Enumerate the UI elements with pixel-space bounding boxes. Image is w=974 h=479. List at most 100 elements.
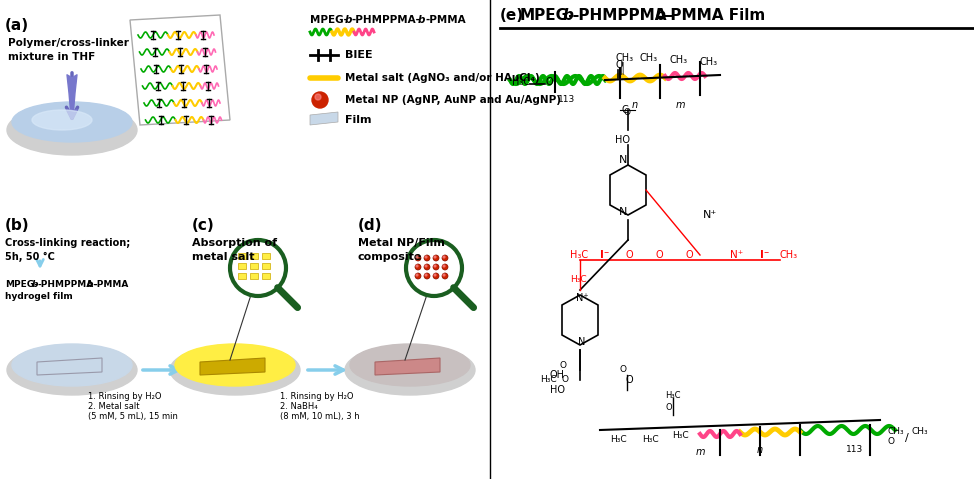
Text: 1. Rinsing by H₂O: 1. Rinsing by H₂O: [88, 392, 162, 401]
Text: I⁻: I⁻: [760, 250, 769, 260]
Text: ║: ║: [619, 61, 625, 75]
Text: b: b: [418, 15, 426, 25]
Text: 5h, 50 °C: 5h, 50 °C: [5, 252, 55, 262]
Text: CH₃: CH₃: [640, 53, 658, 63]
Ellipse shape: [12, 102, 132, 142]
Circle shape: [443, 265, 445, 267]
Ellipse shape: [345, 345, 475, 395]
Text: hydrogel film: hydrogel film: [5, 292, 73, 301]
Circle shape: [406, 240, 462, 296]
Text: N⁺: N⁺: [703, 210, 717, 220]
Polygon shape: [200, 358, 265, 375]
Text: O: O: [615, 60, 622, 70]
Text: CH₃: CH₃: [888, 427, 905, 436]
Text: O: O: [685, 250, 693, 260]
Text: b: b: [563, 8, 574, 23]
Text: H₃C: H₃C: [512, 77, 530, 87]
Circle shape: [443, 256, 445, 258]
Text: H₃C: H₃C: [672, 431, 689, 440]
Text: CH₃: CH₃: [912, 427, 928, 436]
Text: -PMMA: -PMMA: [93, 280, 129, 289]
Text: -PHMPPMA-: -PHMPPMA-: [352, 15, 421, 25]
Polygon shape: [250, 263, 258, 269]
Text: metal salt: metal salt: [192, 252, 254, 262]
Text: C: C: [621, 105, 628, 115]
Text: (c): (c): [192, 218, 214, 233]
Text: O: O: [620, 365, 627, 375]
Text: -PMMA Film: -PMMA Film: [664, 8, 766, 23]
Ellipse shape: [12, 344, 132, 386]
Text: Metal salt (AgNO₃ and/or HAuCl₄): Metal salt (AgNO₃ and/or HAuCl₄): [345, 73, 540, 83]
Text: (a): (a): [5, 18, 29, 33]
Text: (e): (e): [500, 8, 524, 23]
Circle shape: [424, 264, 430, 270]
Text: (8 mM, 10 mL), 3 h: (8 mM, 10 mL), 3 h: [280, 412, 359, 421]
Text: (b): (b): [5, 218, 29, 233]
Circle shape: [425, 265, 427, 267]
Text: H₃C: H₃C: [570, 250, 588, 260]
Text: OH: OH: [550, 370, 565, 380]
Text: n: n: [632, 100, 638, 110]
Text: (5 mM, 5 mL), 15 min: (5 mM, 5 mL), 15 min: [88, 412, 178, 421]
Circle shape: [416, 265, 418, 267]
Text: Film: Film: [345, 115, 371, 125]
Circle shape: [442, 273, 448, 279]
Ellipse shape: [7, 345, 137, 395]
Text: -PHMPPMA-: -PHMPPMA-: [38, 280, 98, 289]
Text: MPEG-: MPEG-: [520, 8, 576, 23]
Text: CH₃: CH₃: [780, 250, 798, 260]
Text: Metal NP (AgNP, AuNP and Au/AgNP): Metal NP (AgNP, AuNP and Au/AgNP): [345, 95, 561, 105]
Text: -PMMA: -PMMA: [425, 15, 466, 25]
Polygon shape: [375, 358, 440, 375]
Text: HO: HO: [550, 385, 565, 395]
Polygon shape: [262, 273, 270, 279]
Text: H₃C: H₃C: [540, 376, 556, 385]
Circle shape: [416, 274, 418, 276]
Circle shape: [230, 240, 286, 296]
Polygon shape: [130, 15, 230, 125]
Text: N: N: [618, 155, 627, 165]
Text: H₃C: H₃C: [610, 435, 626, 445]
Circle shape: [433, 273, 439, 279]
Ellipse shape: [7, 105, 137, 155]
Circle shape: [434, 256, 436, 258]
Text: N: N: [579, 337, 585, 347]
Text: O: O: [655, 250, 662, 260]
Text: O: O: [623, 108, 630, 117]
Text: composite: composite: [358, 252, 423, 262]
Text: -PHMPPMA-: -PHMPPMA-: [572, 8, 673, 23]
Text: m: m: [675, 100, 685, 110]
Ellipse shape: [350, 344, 470, 386]
Text: CH₃: CH₃: [700, 57, 718, 67]
Circle shape: [424, 255, 430, 261]
Text: HO: HO: [615, 135, 630, 145]
Text: I⁻: I⁻: [600, 250, 610, 260]
Text: b: b: [32, 280, 39, 289]
Polygon shape: [238, 273, 246, 279]
Text: Polymer/cross-linker: Polymer/cross-linker: [8, 38, 129, 48]
Polygon shape: [250, 273, 258, 279]
Polygon shape: [238, 263, 246, 269]
Text: O: O: [560, 361, 567, 369]
Ellipse shape: [175, 344, 295, 386]
Polygon shape: [310, 112, 338, 125]
Text: MPEG-: MPEG-: [310, 15, 348, 25]
Text: N⁺: N⁺: [576, 293, 588, 303]
Text: 2. Metal salt: 2. Metal salt: [88, 402, 139, 411]
Circle shape: [424, 273, 430, 279]
Circle shape: [415, 264, 421, 270]
Text: O: O: [625, 375, 633, 385]
Text: 2. NaBH₄: 2. NaBH₄: [280, 402, 318, 411]
Circle shape: [434, 274, 436, 276]
Text: m: m: [695, 447, 705, 457]
Text: b: b: [655, 8, 666, 23]
Text: H₃C: H₃C: [665, 390, 681, 399]
Text: /: /: [905, 433, 909, 443]
Circle shape: [415, 255, 421, 261]
Text: CH₃: CH₃: [615, 53, 633, 63]
Text: mixture in THF: mixture in THF: [8, 52, 95, 62]
Circle shape: [433, 264, 439, 270]
Circle shape: [315, 94, 321, 100]
Text: n: n: [757, 445, 763, 455]
Text: Absorption of: Absorption of: [192, 238, 278, 248]
